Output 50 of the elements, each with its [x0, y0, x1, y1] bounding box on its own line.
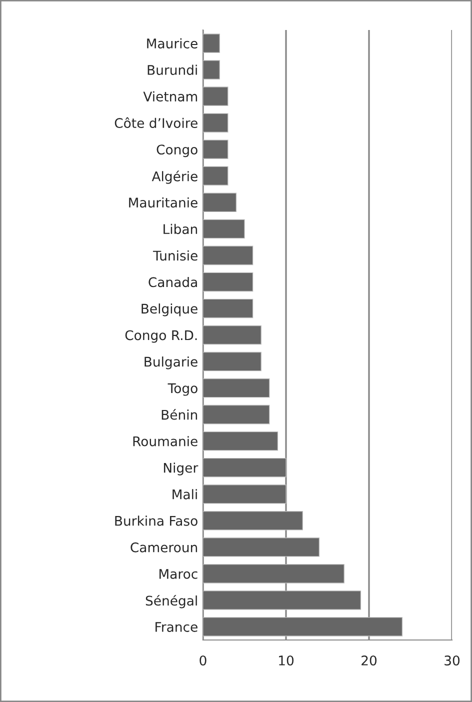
- bar: [203, 352, 262, 372]
- y-tick-label: Cameroun: [130, 542, 198, 552]
- y-tick-label: Bénin: [162, 409, 198, 420]
- bar: [203, 484, 286, 504]
- bar: [203, 325, 262, 345]
- bar: [203, 511, 303, 530]
- bar: [203, 192, 237, 212]
- bar: [203, 86, 228, 106]
- y-tick-label: Mali: [172, 489, 197, 500]
- bar: [203, 272, 254, 292]
- y-tick-label: Roumanie: [133, 436, 198, 446]
- bar: [203, 617, 403, 636]
- y-tick-label: Bulgarie: [144, 356, 198, 370]
- bar: [203, 458, 286, 478]
- y-tick-label: France: [156, 622, 198, 632]
- bar: [203, 246, 254, 266]
- bar: [203, 378, 270, 398]
- x-tick-label: 10: [279, 656, 294, 666]
- bar: [203, 140, 228, 159]
- y-tick-label: Canada: [148, 276, 197, 288]
- bar: [203, 298, 254, 318]
- y-tick-label: Maroc: [160, 569, 198, 579]
- bar: [203, 564, 344, 584]
- bar: [203, 590, 362, 610]
- bar: [203, 60, 220, 80]
- bar: [203, 538, 320, 557]
- bar: [203, 34, 220, 53]
- bar: [203, 431, 278, 451]
- y-tick-label: Vietnam: [143, 91, 198, 102]
- y-tick-label: Maurice: [147, 38, 198, 48]
- bar: [203, 166, 228, 186]
- x-tick-label: 0: [200, 656, 206, 666]
- y-tick-label: Côte d’Ivoire: [114, 117, 198, 128]
- y-tick-label: Tunisie: [152, 250, 198, 261]
- bar: [203, 219, 245, 239]
- y-tick-label: Togo: [168, 383, 198, 396]
- y-tick-label: Burundi: [148, 64, 197, 75]
- x-tick-label: 20: [362, 656, 377, 666]
- y-tick-label: Sénégal: [146, 594, 197, 608]
- y-tick-label: Liban: [164, 224, 198, 234]
- y-tick-label: Congo R.D.: [125, 330, 197, 343]
- y-tick-label: Belgique: [142, 303, 198, 316]
- y-tick-label: Mauritanie: [129, 197, 198, 208]
- bar: [203, 113, 228, 132]
- y-tick-label: Niger: [164, 462, 198, 476]
- y-tick-label: Congo: [156, 144, 198, 158]
- y-tick-label: Algérie: [152, 170, 198, 184]
- bar: [203, 404, 270, 424]
- y-tick-label: Burkina Faso: [115, 516, 198, 526]
- x-tick-label: 30: [444, 656, 460, 666]
